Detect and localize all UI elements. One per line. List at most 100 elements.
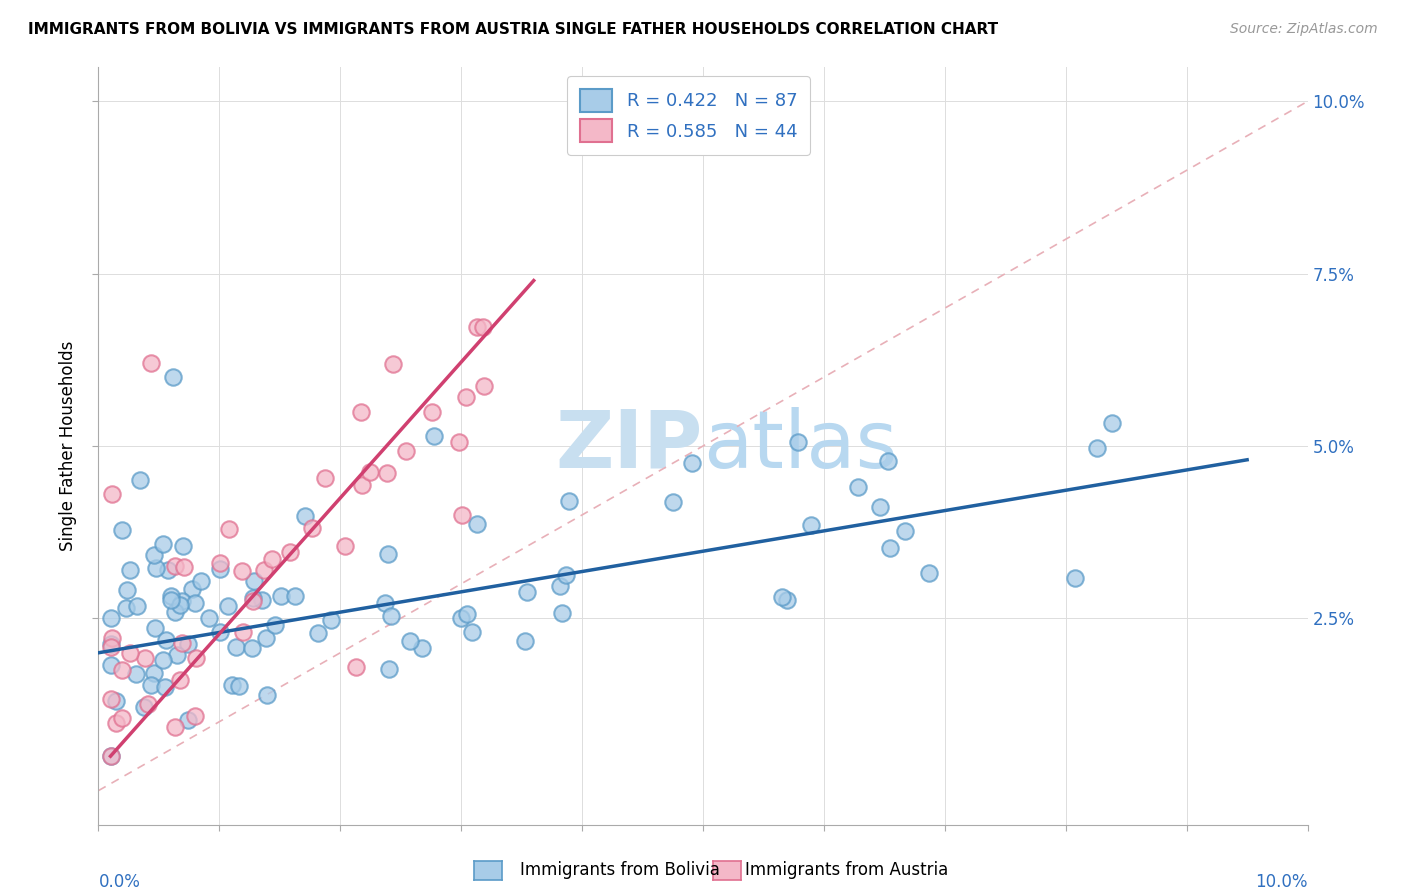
Y-axis label: Single Father Households: Single Father Households [59, 341, 77, 551]
Point [411, 641, 433, 656]
Point [555, 568, 578, 582]
Point [877, 453, 900, 467]
Point [333, 539, 356, 553]
Point [118, 646, 141, 660]
Point [1101, 417, 1123, 431]
Point [344, 659, 367, 673]
Point [100, 691, 122, 706]
Point [169, 673, 191, 687]
Point [155, 632, 177, 647]
Point [117, 583, 139, 598]
Point [422, 405, 444, 419]
Point [799, 518, 821, 533]
Point [1064, 571, 1087, 585]
Point [307, 626, 329, 640]
Point [513, 633, 536, 648]
Point [467, 320, 489, 334]
Point [190, 574, 212, 588]
Point [221, 678, 243, 692]
Point [100, 658, 122, 673]
Point [374, 596, 396, 610]
Point [548, 579, 571, 593]
Point [242, 593, 264, 607]
Point [846, 480, 869, 494]
Point [461, 625, 484, 640]
Point [894, 524, 917, 538]
Point [100, 610, 122, 624]
Point [243, 574, 266, 588]
Point [100, 640, 122, 654]
Point [218, 522, 240, 536]
Point [100, 487, 122, 501]
Text: IMMIGRANTS FROM BOLIVIA VS IMMIGRANTS FROM AUSTRIA SINGLE FATHER HOUSEHOLDS CORR: IMMIGRANTS FROM BOLIVIA VS IMMIGRANTS FR… [28, 22, 998, 37]
Point [377, 547, 399, 561]
Point [382, 357, 405, 371]
Point [186, 651, 208, 665]
Point [375, 466, 398, 480]
Point [111, 663, 134, 677]
Point [662, 495, 685, 509]
Point [398, 634, 420, 648]
Point [100, 749, 122, 764]
Point [115, 601, 138, 615]
Point [278, 545, 301, 559]
Point [231, 564, 253, 578]
Point [770, 590, 793, 604]
Point [128, 474, 150, 488]
Point [160, 593, 183, 607]
Point [472, 379, 495, 393]
Point [776, 593, 799, 607]
Point [143, 621, 166, 635]
Point [380, 609, 402, 624]
Point [111, 711, 134, 725]
Legend: R = 0.422   N = 87, R = 0.585   N = 44: R = 0.422 N = 87, R = 0.585 N = 44 [567, 76, 810, 155]
Point [165, 720, 187, 734]
Point [183, 596, 205, 610]
Point [284, 590, 307, 604]
Point [551, 606, 574, 620]
Point [208, 625, 231, 640]
Point [254, 631, 277, 645]
Point [160, 589, 183, 603]
Point [681, 456, 703, 470]
Point [111, 523, 134, 537]
Point [918, 566, 941, 580]
Point [208, 556, 231, 570]
Point [395, 444, 418, 458]
Text: atlas: atlas [703, 407, 897, 485]
Point [1087, 441, 1109, 455]
Point [105, 716, 128, 731]
Point [558, 494, 581, 508]
Point [450, 611, 472, 625]
Text: Immigrants from Bolivia: Immigrants from Bolivia [520, 861, 720, 879]
Point [378, 662, 401, 676]
Point [166, 648, 188, 662]
Point [242, 591, 264, 605]
Point [100, 636, 122, 650]
Point [177, 713, 200, 727]
Point [152, 653, 174, 667]
Point [471, 320, 494, 334]
Point [163, 605, 186, 619]
Text: 0.0%: 0.0% [98, 873, 141, 891]
Point [162, 370, 184, 384]
Point [260, 551, 283, 566]
Point [240, 641, 263, 656]
Point [125, 666, 148, 681]
Point [172, 593, 194, 607]
Point [350, 478, 373, 492]
Point [101, 632, 124, 646]
Point [465, 516, 488, 531]
Point [256, 689, 278, 703]
Point [198, 611, 221, 625]
Point [132, 700, 155, 714]
Point [209, 561, 232, 575]
Point [456, 390, 478, 404]
Point [451, 508, 474, 523]
Point [100, 749, 122, 764]
Point [145, 561, 167, 575]
Point [172, 636, 194, 650]
Point [142, 666, 165, 681]
Point [169, 598, 191, 612]
Point [321, 613, 343, 627]
